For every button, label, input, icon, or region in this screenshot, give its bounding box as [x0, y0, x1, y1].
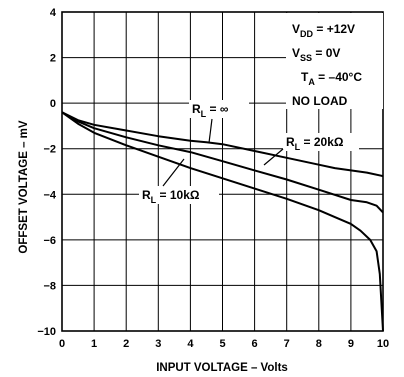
- label-rl-20k-text: RL = 20kΩ: [286, 135, 344, 152]
- x-tick-label: 7: [284, 338, 290, 350]
- series-lines: [61, 111, 384, 332]
- label-rl-inf-pointer: [208, 118, 213, 144]
- label-rl-10k-background: [139, 186, 219, 204]
- label-rl-20k: RL = 20kΩ: [263, 133, 359, 166]
- x-tick-labels: 0 1 2 3 4 5 6 7 8 9 10: [59, 338, 389, 350]
- y-tick-label: −8: [43, 280, 56, 292]
- condition-load: NO LOAD: [292, 94, 348, 108]
- x-tick-label: 0: [59, 338, 65, 350]
- label-rl-20k-pointer: [263, 148, 284, 166]
- series-line-0: [61, 111, 384, 178]
- label-rl-10k-pointer: [162, 158, 185, 187]
- x-tick-label: 9: [348, 338, 354, 350]
- y-axis-title: OFFSET VOLTAGE – mV: [18, 120, 30, 253]
- x-tick-label: 4: [187, 338, 194, 350]
- x-tick-label: 2: [123, 338, 129, 350]
- x-tick-label: 10: [377, 338, 389, 350]
- label-rl-20k-background: [283, 133, 359, 151]
- label-rl-inf-background: [189, 100, 249, 118]
- y-tick-label: −4: [43, 189, 56, 201]
- label-rl-inf-text: RL = ∞: [192, 102, 228, 119]
- plot-frame: [61, 11, 384, 332]
- label-rl-10k: RL = 10kΩ: [139, 158, 219, 205]
- y-tick-label: −6: [43, 235, 56, 247]
- series-line-1: [61, 111, 384, 214]
- x-tick-label: 8: [316, 338, 322, 350]
- x-tick-label: 3: [155, 338, 161, 350]
- y-tick-label: 2: [50, 53, 56, 65]
- y-tick-label: −10: [37, 326, 56, 338]
- conditions-box: VDD = +12V VSS = 0V TA = –40°C NO LOAD: [286, 13, 383, 109]
- x-tick-label: 5: [219, 338, 225, 350]
- condition-ta: TA = –40°C: [301, 70, 362, 87]
- x-axis-title: INPUT VOLTAGE – Volts: [156, 362, 288, 374]
- x-tick-label: 1: [91, 338, 97, 350]
- label-rl-inf: RL = ∞: [189, 100, 249, 144]
- y-tick-label: 4: [50, 7, 57, 19]
- y-tick-label: 0: [50, 98, 56, 110]
- y-tick-labels: 4 2 0 −2 −4 −6 −8 −10: [37, 7, 57, 338]
- series-line-2: [61, 111, 384, 332]
- conditions-background: [286, 13, 383, 109]
- x-tick-label: 6: [252, 338, 258, 350]
- label-rl-10k-text: RL = 10kΩ: [142, 188, 200, 205]
- y-tick-label: −2: [43, 144, 56, 156]
